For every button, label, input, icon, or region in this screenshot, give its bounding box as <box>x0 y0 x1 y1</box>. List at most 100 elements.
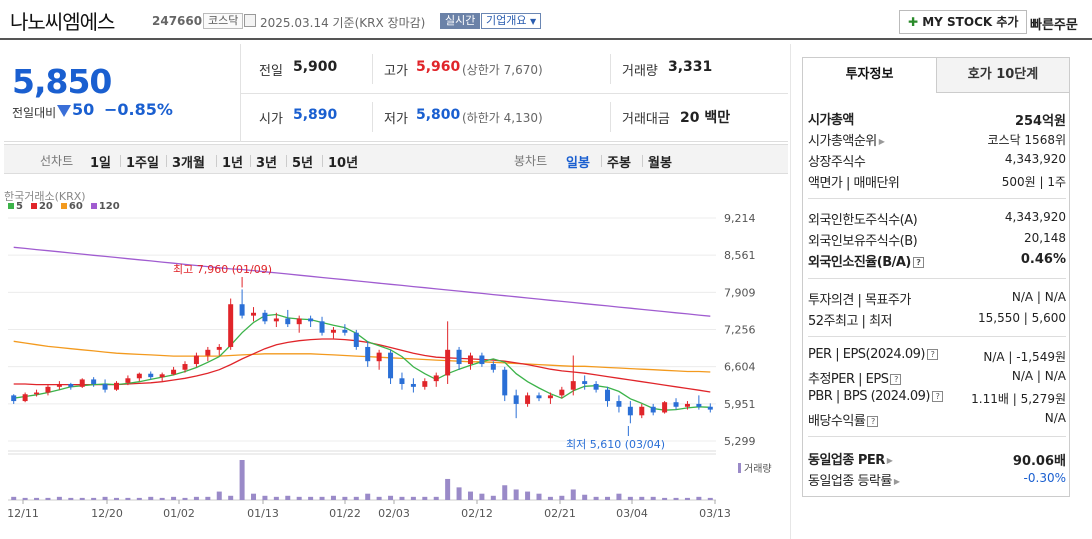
chart-toolbar: 선차트 1일 1주일 3개월 1년 3년 5년 10년 봉차트 일봉 주봉 월봉 <box>4 144 788 174</box>
side-info-label-text: PBR | BPS (2024.09) <box>808 389 930 404</box>
volume-bar <box>593 496 599 500</box>
candle-body <box>330 329 336 333</box>
side-info-label: 투자의견 | 목표주가 <box>808 289 911 308</box>
candle-body <box>410 383 416 387</box>
candle-body <box>707 406 713 410</box>
ma120-line <box>13 246 711 317</box>
side-info-value: 0.46% <box>1020 252 1066 267</box>
candle-body <box>570 381 576 390</box>
volume-bar <box>422 496 428 500</box>
candle-monthly[interactable]: 월봉 <box>648 156 672 171</box>
volume-bar <box>582 494 588 500</box>
x-tick-label: 03/13 <box>699 507 731 520</box>
candle-body <box>479 355 485 365</box>
tab-investment-info[interactable]: 투자정보 <box>802 57 937 93</box>
period-1w[interactable]: 1주일 <box>126 156 159 171</box>
stock-name: 나노씨엠에스 <box>10 10 115 34</box>
side-info-row: 추정PER | EPS? N/A | N/A <box>808 366 1066 387</box>
volume-bar <box>125 497 131 500</box>
annotation-low: 최저 5,610 (03/04) <box>566 438 665 451</box>
y-tick-label: 7,256 <box>724 324 756 337</box>
volume-bar <box>502 485 508 500</box>
x-tick-label: 02/21 <box>544 507 576 520</box>
side-info-value: 1.11배 | 5,279원 <box>971 392 1066 406</box>
my-stock-button[interactable]: ✚ MY STOCK 추가 <box>899 10 1028 34</box>
legend-swatch <box>8 203 14 209</box>
company-info-dropdown[interactable]: 기업개요 ▼ <box>481 13 542 29</box>
side-info-label-text: 52주최고 | 최저 <box>808 314 893 329</box>
side-info-label[interactable]: 동일업종 PER ▶ <box>808 449 893 468</box>
candle-body <box>308 318 314 322</box>
volume-legend-label: 거래량 <box>744 463 772 475</box>
candle-body <box>22 394 28 402</box>
side-info-label: 배당수익률? <box>808 410 879 429</box>
candle-body <box>159 374 165 378</box>
upper-limit: (상한가 7,670) <box>462 63 543 77</box>
side-info-row: 외국인보유주식수(B) 20,148 <box>808 228 1066 249</box>
side-info-row: 52주최고 | 최저 15,550 | 5,600 <box>808 308 1066 329</box>
volume-bar <box>696 496 702 500</box>
period-10y[interactable]: 10년 <box>328 156 359 171</box>
side-info-label[interactable]: 동일업종 등락률 ▶ <box>808 470 900 489</box>
volume-bar <box>228 495 234 500</box>
x-tick-label: 01/22 <box>329 507 361 520</box>
legend-item: 60 <box>60 201 83 212</box>
volume-bar <box>136 497 142 500</box>
volume-bar <box>650 496 656 500</box>
volume-bar <box>308 496 314 500</box>
candle-body <box>296 318 302 325</box>
period-3m[interactable]: 3개월 <box>172 156 205 171</box>
help-icon[interactable]: ? <box>912 257 924 268</box>
candle-daily[interactable]: 일봉 <box>566 156 590 171</box>
volume-bar <box>513 489 519 500</box>
candle-weekly[interactable]: 주봉 <box>607 156 631 171</box>
price-summary: 5,850 전일대비 50 −0.85% 전일 5,900 고가 5,960 (… <box>4 44 788 142</box>
help-icon[interactable]: ? <box>890 374 902 385</box>
y-tick-label: 6,604 <box>724 361 756 374</box>
help-icon[interactable]: ? <box>867 416 879 427</box>
side-info-label: 액면가 | 매매단위 <box>808 172 900 191</box>
side-divider <box>808 198 1066 199</box>
side-info-label-text: 외국인보유주식수(B) <box>808 234 918 249</box>
volume-bar <box>251 493 257 500</box>
candle-body <box>456 349 462 365</box>
candle-body <box>616 401 622 407</box>
side-info-row: PBR | BPS (2024.09)? 1.11배 | 5,279원 <box>808 387 1066 408</box>
candle-body <box>445 349 451 376</box>
candle-body <box>136 373 142 379</box>
side-info-value: 254억원 <box>1014 114 1066 129</box>
side-info-row: PER | EPS(2024.09)? N/A | -1,549원 <box>808 345 1066 366</box>
side-info-row: 상장주식수 4,343,920 <box>808 149 1066 170</box>
help-icon[interactable]: ? <box>931 391 943 402</box>
annotation-high: 최고 7,960 (01/09) <box>173 263 272 276</box>
side-info-value: 4,343,920 <box>1004 210 1066 224</box>
period-3y[interactable]: 3년 <box>256 156 278 171</box>
tab-orderbook[interactable]: 호가 10단계 <box>936 57 1070 93</box>
candle-body <box>251 312 257 316</box>
quick-order-link[interactable]: 빠른주문 <box>1030 18 1078 33</box>
change-label: 전일대비 <box>12 106 57 120</box>
volume-bar <box>113 497 119 500</box>
chevron-down-icon: ▼ <box>529 17 537 26</box>
volume-bar <box>262 495 268 500</box>
period-1y[interactable]: 1년 <box>222 156 244 171</box>
side-info-label[interactable]: 시가총액순위 ▶ <box>808 130 885 149</box>
candle-body <box>684 403 690 407</box>
y-tick-label: 5,299 <box>724 435 756 448</box>
period-1d[interactable]: 1일 <box>90 156 112 171</box>
stock-header: 나노씨엠에스 247660 코스닥 2025.03.14 기준(KRX 장마감)… <box>0 0 1092 40</box>
help-icon[interactable]: ? <box>926 349 938 360</box>
price-chart: 한국거래소(KRX) 5 20 60 120 9,214 8,561 7,909 7,256… <box>4 178 788 539</box>
candle-body <box>593 383 599 390</box>
side-info-label-text: 투자의견 | 목표주가 <box>808 293 911 308</box>
volume-bar <box>456 487 462 500</box>
candle-body <box>388 352 394 379</box>
volume-bar <box>479 493 485 500</box>
volume-bar <box>467 491 473 500</box>
candle-body <box>639 406 645 416</box>
x-tick-label: 02/12 <box>461 507 493 520</box>
candle-body <box>205 349 211 356</box>
period-5y[interactable]: 5년 <box>292 156 314 171</box>
candle-body <box>513 395 519 404</box>
realtime-button[interactable]: 실시간 <box>440 13 481 29</box>
